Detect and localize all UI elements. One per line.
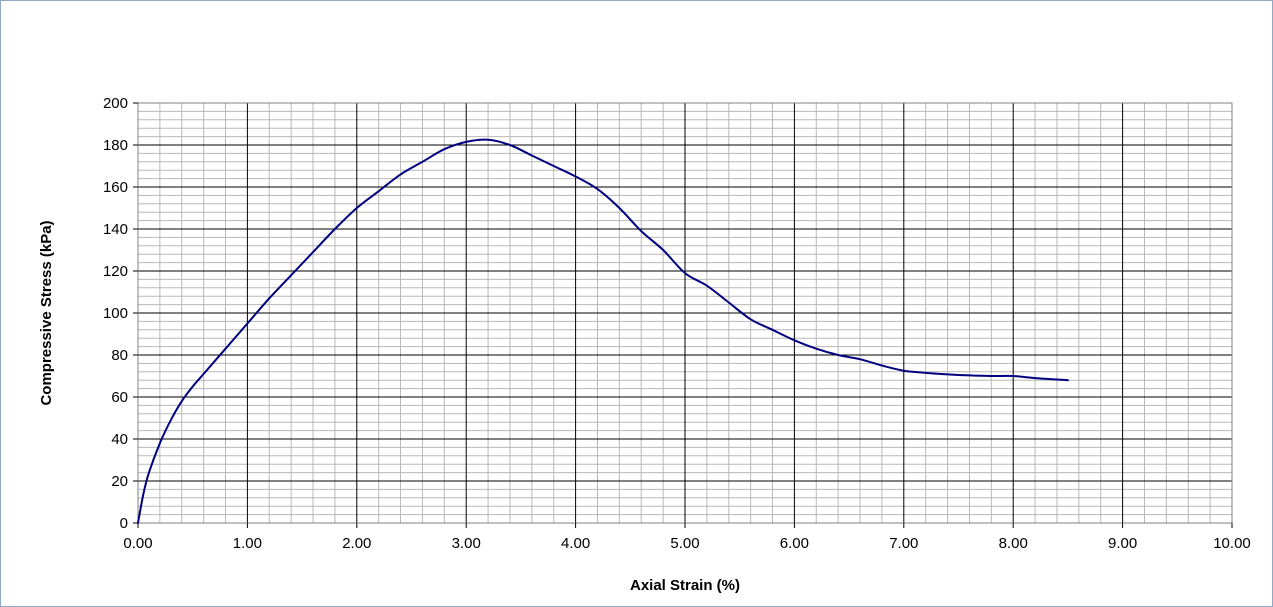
x-tick-label: 8.00 — [999, 535, 1028, 552]
data-point — [246, 323, 248, 325]
data-point — [618, 207, 620, 209]
data-point — [181, 400, 183, 402]
data-point — [1067, 379, 1069, 381]
data-point — [640, 230, 642, 232]
data-point — [750, 318, 752, 320]
data-point — [312, 251, 314, 253]
data-point — [881, 365, 883, 367]
y-tick-label: 180 — [103, 137, 128, 154]
x-axis-tick-labels: 0.00 1.00 2.00 3.00 4.00 5.00 6.00 7.00 8.00 9.00… — [123, 523, 1251, 552]
x-axis-title: Axial Strain (%) — [630, 577, 740, 594]
data-point — [706, 285, 708, 287]
data-point — [378, 190, 380, 192]
data-point — [596, 188, 598, 190]
data-point — [290, 274, 292, 276]
y-axis-title: Compressive Stress (kPa) — [38, 220, 55, 405]
x-tick-label: 10.00 — [1213, 535, 1251, 552]
data-point — [793, 339, 795, 341]
data-point — [815, 348, 817, 350]
x-tick-label: 4.00 — [561, 535, 590, 552]
data-point — [1034, 377, 1036, 379]
data-point — [192, 386, 194, 388]
data-point — [421, 161, 423, 163]
x-tick-label: 5.00 — [670, 535, 699, 552]
y-tick-label: 60 — [111, 389, 128, 406]
data-point — [487, 139, 489, 141]
data-point — [465, 141, 467, 143]
y-tick-label: 160 — [103, 179, 128, 196]
data-point — [1012, 375, 1014, 377]
data-point — [159, 442, 161, 444]
data-point — [903, 370, 905, 372]
data-point — [968, 374, 970, 376]
data-point — [268, 297, 270, 299]
stress-strain-curve — [137, 138, 1069, 524]
data-point — [170, 419, 172, 421]
data-point — [203, 373, 205, 375]
data-point — [684, 272, 686, 274]
x-tick-label: 2.00 — [342, 535, 371, 552]
data-point — [142, 493, 144, 495]
y-tick-label: 20 — [111, 473, 128, 490]
data-points — [137, 139, 1069, 524]
y-tick-label: 80 — [111, 347, 128, 364]
y-tick-label: 100 — [103, 305, 128, 322]
data-point — [837, 354, 839, 356]
data-point — [662, 249, 664, 251]
data-point — [553, 165, 555, 167]
x-tick-label: 1.00 — [233, 535, 262, 552]
y-axis-tick-labels: 0 20 40 60 80 100 120 140 160 180 200 — [103, 95, 138, 532]
x-tick-label: 3.00 — [452, 535, 481, 552]
y-tick-label: 120 — [103, 263, 128, 280]
data-point — [137, 522, 139, 524]
y-tick-label: 40 — [111, 431, 128, 448]
data-point — [531, 155, 533, 157]
data-point — [225, 348, 227, 350]
data-point — [772, 329, 774, 331]
data-point — [148, 472, 150, 474]
data-point — [334, 228, 336, 230]
data-point — [400, 173, 402, 175]
data-point — [859, 358, 861, 360]
x-tick-label: 0.00 — [123, 535, 152, 552]
data-point — [925, 372, 927, 374]
data-point — [728, 302, 730, 304]
data-point — [356, 207, 358, 209]
data-point — [443, 148, 445, 150]
y-tick-label: 200 — [103, 95, 128, 112]
major-gridlines — [138, 103, 1232, 523]
y-tick-label: 0 — [120, 515, 128, 532]
x-tick-label: 7.00 — [889, 535, 918, 552]
data-point — [509, 144, 511, 146]
y-tick-label: 140 — [103, 221, 128, 238]
data-point — [575, 176, 577, 178]
data-point — [947, 373, 949, 375]
x-tick-label: 9.00 — [1108, 535, 1137, 552]
x-tick-label: 6.00 — [780, 535, 809, 552]
data-point — [990, 375, 992, 377]
